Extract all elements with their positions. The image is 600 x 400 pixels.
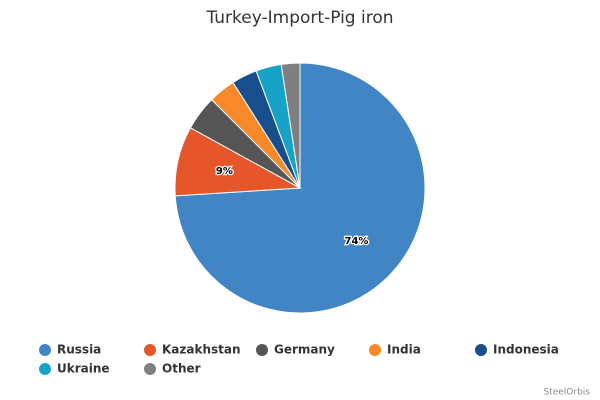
data-label: 74% xyxy=(345,236,369,247)
credit: SteelOrbis xyxy=(543,388,590,398)
pie-slice xyxy=(280,62,301,189)
chart-title: Turkey-Import-Pig iron xyxy=(205,8,393,28)
legend-label: Ukraine xyxy=(57,362,110,376)
legend-swatch xyxy=(144,344,156,356)
legend-label: Other xyxy=(162,362,201,376)
legend-swatch xyxy=(144,363,156,375)
legend-swatch xyxy=(369,344,381,356)
legend-swatch xyxy=(256,344,268,356)
legend-label: Germany xyxy=(274,343,335,357)
data-label: 9% xyxy=(216,166,233,177)
legend-label: Indonesia xyxy=(493,343,559,357)
legend-label: Russia xyxy=(57,343,101,357)
legend-label: India xyxy=(387,343,421,357)
legend-swatch xyxy=(39,344,51,356)
legend-swatch xyxy=(475,344,487,356)
legend-label: Kazakhstan xyxy=(162,343,241,357)
legend-swatch xyxy=(39,363,51,375)
